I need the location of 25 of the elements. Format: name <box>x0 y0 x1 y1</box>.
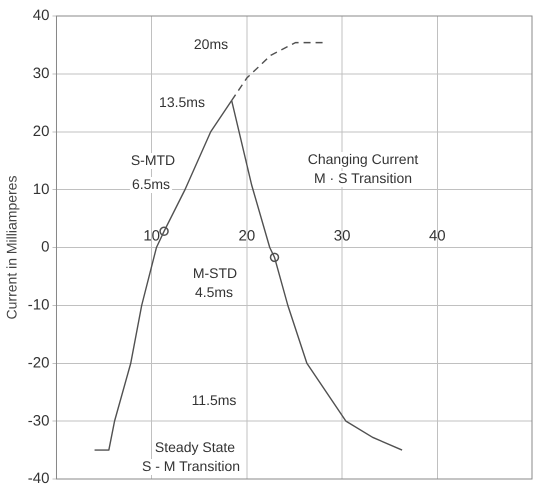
y-tick-label: -10 <box>28 296 50 314</box>
annotation: M-STD <box>192 264 238 281</box>
x-tick-label: 20 <box>238 228 256 245</box>
annotation: 4.5ms <box>194 284 234 300</box>
y-tick-label: 30 <box>32 65 50 82</box>
annotation: M · S Transition <box>314 170 412 186</box>
x-tick-label: 10 <box>143 228 160 245</box>
x-tick-label: 30 <box>334 228 350 245</box>
y-tick-label: 0 <box>41 238 50 256</box>
annotation: 20ms <box>194 36 228 52</box>
y-tick-label: -20 <box>28 354 50 372</box>
annotation: Steady State <box>154 438 236 455</box>
x-tick-label: 40 <box>428 228 446 245</box>
annotation: S-MTD <box>130 152 176 168</box>
y-tick-label: 40 <box>32 7 50 24</box>
annotation: S - M Transition <box>142 458 240 474</box>
annotation: 11.5ms <box>192 392 236 408</box>
y-tick-label: -30 <box>28 412 50 430</box>
y-tick-label: 10 <box>32 180 50 198</box>
annotation: Changing Current <box>308 150 418 167</box>
annotation: 13.5ms <box>159 94 205 110</box>
y-axis-title: Current in Milliamperes <box>3 176 20 320</box>
y-tick-label: -40 <box>28 470 50 488</box>
annotation: 6.5ms <box>132 176 170 192</box>
y-tick-label: 20 <box>32 122 50 140</box>
